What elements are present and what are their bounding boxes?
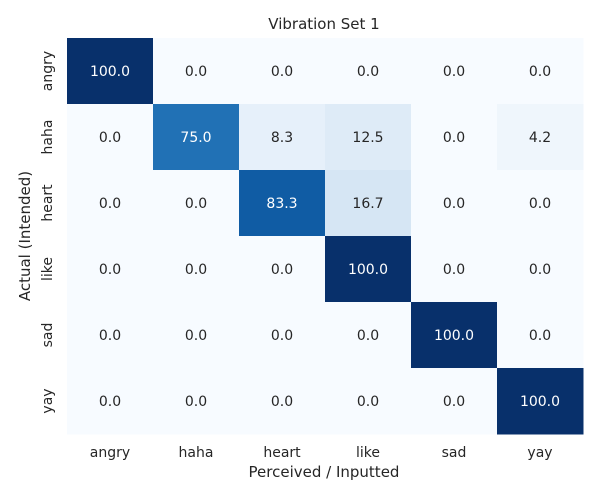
cell-value-label: 16.7: [352, 196, 383, 212]
heatmap-cell-like-like: [325, 236, 412, 303]
x-tick-label-angry: angry: [90, 445, 130, 461]
cell-value-label: 0.0: [357, 328, 379, 344]
heatmap-cell-angry-sad: [411, 38, 498, 105]
heatmap-cell-yay-haha: [153, 368, 240, 435]
cell-value-label: 100.0: [348, 262, 388, 278]
y-tick-label-sad: sad: [40, 323, 56, 348]
cell-value-label: 0.0: [443, 130, 465, 146]
cell-value-label: 0.0: [529, 196, 551, 212]
heatmap-cell-yay-yay: [497, 368, 584, 435]
x-tick-label-heart: heart: [263, 445, 301, 461]
heatmap-cell-angry-haha: [153, 38, 240, 105]
cell-value-label: 0.0: [443, 262, 465, 278]
heatmap-cell-haha-like: [325, 104, 412, 171]
cell-value-label: 0.0: [99, 394, 121, 410]
cell-value-label: 100.0: [434, 328, 474, 344]
cell-value-label: 0.0: [443, 394, 465, 410]
cell-value-label: 0.0: [271, 64, 293, 80]
cell-value-label: 0.0: [357, 394, 379, 410]
heatmap-cell-heart-like: [325, 170, 412, 237]
y-tick-label-heart: heart: [40, 184, 56, 222]
y-tick-label-like: like: [40, 257, 56, 281]
cell-value-label: 75.0: [180, 130, 211, 146]
cell-value-label: 100.0: [520, 394, 560, 410]
heatmap-cell-haha-angry: [67, 104, 154, 171]
y-tick-label-haha: haha: [40, 120, 56, 155]
cell-value-label: 8.3: [271, 130, 293, 146]
cell-value-label: 0.0: [357, 64, 379, 80]
heatmap-cell-yay-like: [325, 368, 412, 435]
y-tick-label-angry: angry: [40, 51, 56, 91]
chart-title: Vibration Set 1: [268, 15, 379, 33]
heatmap-cell-labels: 100.0 0.0 0.0 0.0 0.0 0.0 0.0 75.0 8.3 12.5 0.0 4.2…: [90, 64, 560, 410]
cell-value-label: 0.0: [99, 262, 121, 278]
heatmap-cell-heart-sad: [411, 170, 498, 237]
heatmap-cell-heart-haha: [153, 170, 240, 237]
cell-value-label: 0.0: [99, 196, 121, 212]
y-tick-label-yay: yay: [40, 388, 56, 413]
heatmap-cell-haha-haha: [153, 104, 240, 171]
heatmap-cell-angry-like: [325, 38, 412, 105]
cell-value-label: 0.0: [99, 130, 121, 146]
x-tick-label-yay: yay: [527, 445, 552, 461]
cell-value-label: 0.0: [529, 64, 551, 80]
heatmap-cell-haha-yay: [497, 104, 584, 171]
x-tick-label-haha: haha: [179, 445, 214, 461]
cell-value-label: 83.3: [266, 196, 297, 212]
heatmap-cell-sad-haha: [153, 302, 240, 369]
cell-value-label: 0.0: [529, 328, 551, 344]
y-tick-labels: angry haha heart like sad yay: [40, 51, 56, 414]
cell-value-label: 0.0: [271, 394, 293, 410]
cell-value-label: 0.0: [529, 262, 551, 278]
cell-value-label: 0.0: [185, 262, 207, 278]
heatmap-cell-heart-heart: [239, 170, 326, 237]
heatmap-cell-like-haha: [153, 236, 240, 303]
cell-value-label: 0.0: [443, 196, 465, 212]
cell-value-label: 4.2: [529, 130, 551, 146]
y-axis-label: Actual (Intended): [16, 171, 34, 301]
x-tick-label-sad: sad: [442, 445, 467, 461]
cell-value-label: 100.0: [90, 64, 130, 80]
heatmap-cell-sad-sad: [411, 302, 498, 369]
heatmap-cell-like-yay: [497, 236, 584, 303]
heatmap-cell-sad-heart: [239, 302, 326, 369]
heatmap-cell-sad-like: [325, 302, 412, 369]
cell-value-label: 0.0: [271, 328, 293, 344]
x-tick-labels: angry haha heart like sad yay: [90, 445, 553, 461]
cell-value-label: 0.0: [271, 262, 293, 278]
heatmap-cell-like-sad: [411, 236, 498, 303]
heatmap-cell-like-angry: [67, 236, 154, 303]
heatmap-cell-haha-sad: [411, 104, 498, 171]
cell-value-label: 0.0: [185, 328, 207, 344]
cell-value-label: 0.0: [99, 328, 121, 344]
heatmap-cell-angry-yay: [497, 38, 584, 105]
heatmap-cell-heart-yay: [497, 170, 584, 237]
x-tick-label-like: like: [356, 445, 380, 461]
cell-value-label: 0.0: [185, 394, 207, 410]
cell-value-label: 0.0: [185, 64, 207, 80]
heatmap-cell-haha-heart: [239, 104, 326, 171]
heatmap-cell-yay-sad: [411, 368, 498, 435]
cell-value-label: 0.0: [443, 64, 465, 80]
cell-value-label: 12.5: [352, 130, 383, 146]
heatmap-cell-heart-angry: [67, 170, 154, 237]
x-axis-label: Perceived / Inputted: [249, 463, 400, 481]
heatmap-cell-yay-heart: [239, 368, 326, 435]
heatmap-cell-angry-heart: [239, 38, 326, 105]
heatmap-cell-sad-yay: [497, 302, 584, 369]
heatmap-cell-like-heart: [239, 236, 326, 303]
heatmap-cell-yay-angry: [67, 368, 154, 435]
heatmap-cell-angry-angry: [67, 38, 154, 105]
cell-value-label: 0.0: [185, 196, 207, 212]
heatmap-cell-sad-angry: [67, 302, 154, 369]
heatmap-cells: [67, 38, 584, 435]
